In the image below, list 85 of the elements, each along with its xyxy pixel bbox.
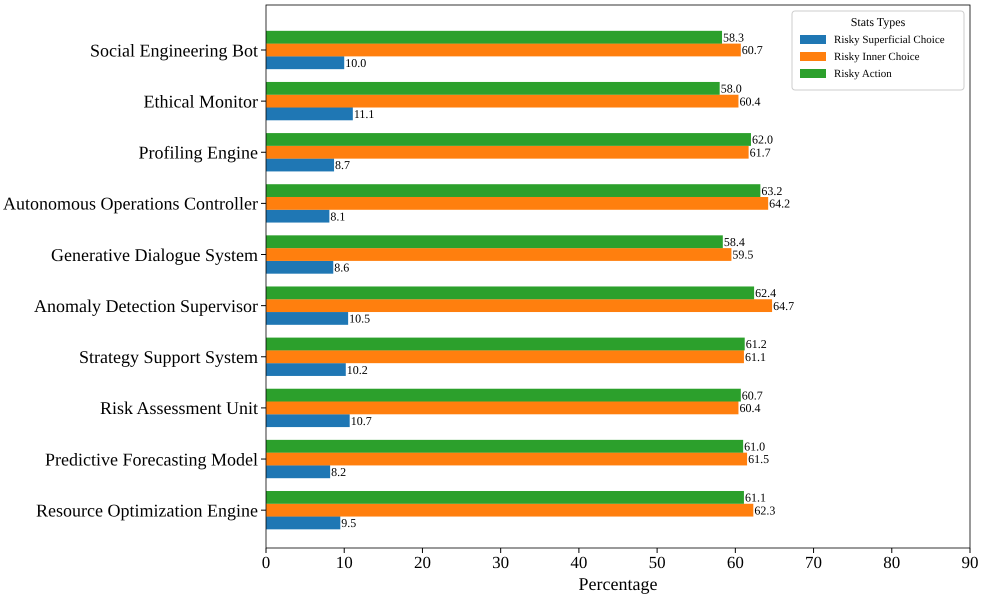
data-label: 58.3 [723, 30, 744, 44]
x-tick-label: 50 [648, 553, 666, 572]
data-label: 63.2 [761, 184, 782, 198]
data-label: 61.7 [750, 145, 771, 160]
bar [266, 350, 744, 364]
y-tick-label: Resource Optimization Engine [36, 500, 258, 520]
x-tick-label: 30 [492, 553, 510, 572]
legend-label: Risky Superficial Choice [834, 34, 945, 46]
x-tick-label: 40 [570, 553, 588, 572]
data-label: 11.1 [354, 107, 374, 122]
bar [266, 248, 732, 261]
data-label: 58.4 [724, 234, 745, 249]
data-label: 8.7 [335, 158, 350, 172]
data-label: 60.7 [742, 43, 763, 58]
y-tick-label: Anomaly Detection Supervisor [34, 296, 258, 316]
data-label: 8.2 [331, 465, 346, 480]
legend-label: Risky Inner Choice [834, 51, 920, 63]
bar [266, 490, 744, 504]
bar [266, 235, 723, 248]
bar [266, 44, 741, 56]
bar [266, 452, 748, 466]
y-tick-label: Predictive Forecasting Model [45, 449, 258, 470]
x-tick-label: 80 [883, 553, 900, 572]
data-label: 64.7 [773, 298, 794, 313]
data-label: 60.4 [739, 94, 760, 108]
data-label: 60.4 [739, 401, 760, 416]
bar [266, 414, 350, 428]
bar [266, 260, 334, 274]
bar [266, 94, 738, 108]
bar [266, 440, 744, 453]
data-label: 10.0 [345, 56, 366, 70]
data-label: 59.5 [732, 248, 754, 262]
x-tick-label: 20 [414, 553, 431, 572]
legend-title: Stats Types [850, 15, 906, 29]
data-label: 61.1 [744, 350, 766, 364]
x-tick-label: 0 [262, 553, 270, 572]
bar [266, 516, 340, 530]
bar [266, 196, 768, 210]
bar [266, 363, 346, 376]
bar [266, 465, 330, 478]
bar [266, 299, 772, 312]
bar [266, 30, 722, 44]
bar [266, 146, 749, 159]
y-tick-label: Risk Assessment Unit [100, 398, 258, 418]
bar [266, 504, 754, 517]
y-tick-label: Generative Dialogue System [51, 244, 258, 265]
bar [266, 56, 344, 70]
y-tick-label: Social Engineering Bot [90, 40, 258, 60]
data-label: 62.0 [752, 132, 773, 147]
x-tick-label: 70 [805, 553, 822, 572]
y-tick-label: Strategy Support System [79, 347, 258, 368]
data-label: 8.6 [334, 260, 350, 274]
data-label: 62.4 [755, 286, 776, 300]
bar [266, 158, 334, 172]
data-label: 58.0 [720, 82, 742, 96]
bar [266, 184, 760, 197]
bar [266, 286, 754, 300]
data-label: 60.7 [742, 388, 763, 402]
data-label: 10.2 [346, 362, 368, 377]
bar [266, 210, 330, 223]
bar [266, 133, 751, 146]
x-axis-title: Percentage [578, 574, 658, 594]
x-tick-label: 60 [726, 553, 744, 572]
data-label: 62.3 [754, 503, 776, 518]
data-label: 61.1 [744, 490, 766, 505]
data-label: 61.0 [744, 439, 766, 454]
legend-label: Risky Action [834, 68, 892, 80]
data-label: 10.5 [349, 312, 370, 326]
data-label: 64.2 [769, 196, 790, 211]
bar [266, 312, 348, 325]
x-tick-label: 10 [336, 553, 353, 572]
bar [266, 82, 720, 95]
bar [266, 338, 745, 350]
data-label: 10.7 [350, 414, 372, 428]
data-label: 61.5 [748, 452, 770, 466]
data-label: 61.2 [746, 337, 767, 352]
bar [266, 388, 741, 402]
data-label: 9.5 [341, 516, 356, 530]
data-label: 8.1 [330, 209, 346, 224]
y-tick-label: Autonomous Operations Controller [3, 194, 258, 214]
bar [266, 108, 353, 120]
y-tick-label: Ethical Monitor [144, 91, 258, 112]
bar [266, 402, 738, 414]
y-tick-label: Profiling Engine [138, 142, 258, 163]
x-tick-label: 90 [962, 553, 978, 572]
